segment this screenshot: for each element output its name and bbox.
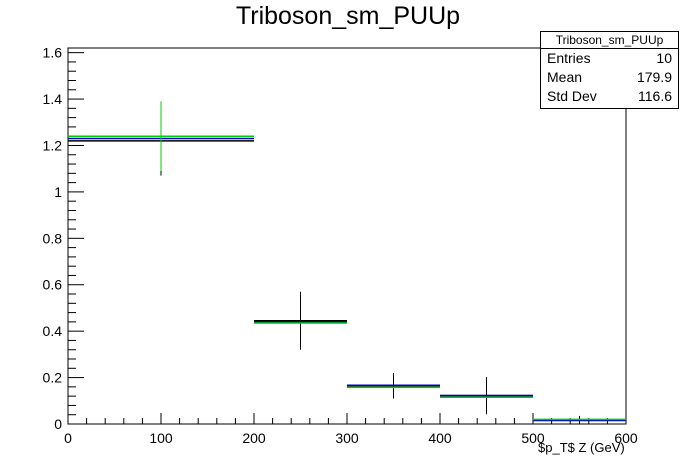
stats-mean-row: Mean 179.9 — [541, 68, 678, 87]
stats-entries-row: Entries 10 — [541, 49, 678, 68]
chart-title: Triboson_sm_PUUp — [235, 2, 461, 30]
x-tick-label: 500 — [521, 430, 545, 446]
stats-box: Triboson_sm_PUUp Entries 10 Mean 179.9 S… — [540, 31, 679, 109]
y-tick-label: 1.6 — [43, 45, 63, 61]
stats-mean-value: 179.9 — [636, 69, 672, 85]
y-tick-label: 0.6 — [43, 277, 63, 293]
stats-std-value: 116.6 — [638, 88, 672, 104]
stats-mean-label: Mean — [547, 69, 583, 85]
x-tick-label: 100 — [149, 430, 173, 446]
x-tick-label: 0 — [64, 430, 72, 446]
y-tick-label: 0.4 — [43, 323, 63, 339]
y-tick-label: 1.4 — [43, 91, 63, 107]
y-axis-ticks: 0 0.2 0.4 0.6 0.8 1 1.2 1.4 1.6 — [43, 45, 84, 432]
y-tick-label: 1.2 — [43, 137, 63, 153]
x-axis-ticks: 0 100 200 300 400 500 600 — [64, 413, 638, 446]
x-axis-label: $p_T$ Z (GeV) — [538, 440, 625, 455]
x-tick-label: 600 — [614, 430, 638, 446]
stats-title: Triboson_sm_PUUp — [541, 32, 678, 49]
stats-entries-label: Entries — [547, 50, 591, 66]
y-tick-label: 1 — [54, 184, 62, 200]
histogram-marks — [68, 101, 626, 424]
y-tick-label: 0 — [54, 416, 62, 432]
stats-std-label: Std Dev — [547, 88, 597, 104]
x-tick-label: 200 — [242, 430, 266, 446]
y-tick-label: 0.8 — [43, 230, 63, 246]
stats-entries-value: 10 — [656, 50, 672, 66]
y-tick-label: 0.2 — [43, 370, 63, 386]
stats-std-row: Std Dev 116.6 — [541, 87, 678, 106]
x-tick-label: 400 — [428, 430, 452, 446]
x-tick-label: 300 — [335, 430, 359, 446]
